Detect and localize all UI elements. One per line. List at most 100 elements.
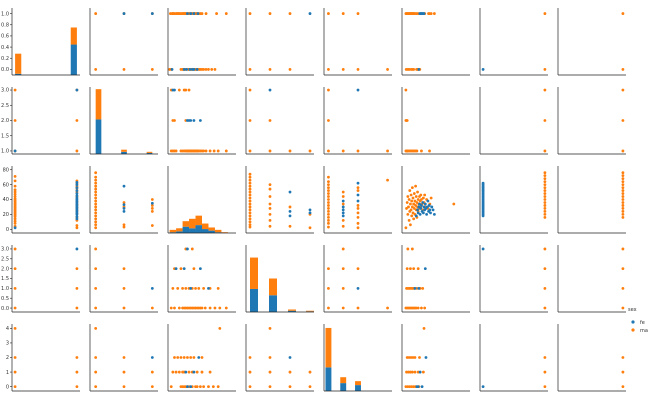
point-ma-18 xyxy=(341,218,345,222)
point-ma-6 xyxy=(407,218,411,222)
point-ma-14 xyxy=(248,184,252,188)
point-fe-20 xyxy=(75,180,79,184)
point-ma-2 xyxy=(288,68,292,71)
point-ma-2 xyxy=(248,220,252,224)
point-ma-4 xyxy=(621,204,625,207)
hist-bar-fe-1 xyxy=(121,151,127,154)
point-ma-10 xyxy=(621,186,625,189)
point-ma-27 xyxy=(194,286,197,290)
point-ma-26 xyxy=(150,204,154,207)
point-ma-19 xyxy=(415,286,419,290)
point-ma-5 xyxy=(94,211,98,215)
y-tick-label-3-0: 0.0 xyxy=(1,306,9,312)
point-ma-20 xyxy=(13,188,17,192)
point-ma-17 xyxy=(341,224,345,228)
hist-bar-ma-0 xyxy=(250,257,258,289)
point-ma-1 xyxy=(543,286,547,290)
point-ma-9 xyxy=(308,370,312,374)
point-ma-11 xyxy=(94,193,98,197)
point-ma-14 xyxy=(621,174,625,178)
point-fe-8 xyxy=(189,12,193,15)
point-ma-4 xyxy=(13,88,17,92)
panel-2-4 xyxy=(323,166,392,234)
point-fe-0 xyxy=(413,286,417,290)
point-ma-34 xyxy=(416,198,420,201)
point-ma-8 xyxy=(543,192,547,195)
hist-bar-ma-2 xyxy=(355,381,361,386)
y-tick-label-1-4: 3.0 xyxy=(1,88,9,94)
point-ma-1 xyxy=(543,12,547,15)
point-ma-36 xyxy=(208,149,212,153)
legend: sex fe ma xyxy=(628,307,648,334)
point-fe-1 xyxy=(288,210,292,213)
point-fe-4 xyxy=(424,356,428,359)
point-ma-1 xyxy=(327,221,330,225)
point-fe-2 xyxy=(288,214,292,218)
hist-bar-ma-1 xyxy=(121,149,127,152)
point-ma-5 xyxy=(122,370,126,374)
panel-0-2 xyxy=(167,8,236,76)
y-tick-label-4-0: 0 xyxy=(6,384,9,390)
hist-bar-fe-2 xyxy=(182,226,190,233)
point-ma-14 xyxy=(405,356,409,359)
point-fe-15 xyxy=(75,194,79,198)
legend-label-fe: fe xyxy=(640,320,645,326)
point-ma-29 xyxy=(356,186,360,189)
point-ma-26 xyxy=(356,207,360,210)
point-ma-19 xyxy=(122,225,126,229)
point-ma-25 xyxy=(268,187,272,191)
point-ma-22 xyxy=(356,226,360,230)
point-ma-23 xyxy=(356,221,360,225)
point-ma-36 xyxy=(190,247,194,251)
point-ma-25 xyxy=(416,267,420,271)
point-ma-17 xyxy=(208,306,212,310)
hist-bar-ma-6 xyxy=(208,227,215,231)
point-fe-0 xyxy=(356,286,360,290)
hist-bar-fe-1 xyxy=(176,231,183,233)
point-fe-0 xyxy=(268,88,272,92)
point-ma-2 xyxy=(408,385,412,389)
panel-0-6 xyxy=(479,8,548,76)
point-ma-31 xyxy=(432,12,436,15)
point-ma-2 xyxy=(13,356,17,359)
point-fe-9 xyxy=(421,201,425,204)
point-ma-1 xyxy=(248,223,252,227)
legend-marker-fe xyxy=(631,320,635,324)
point-ma-19 xyxy=(13,190,17,194)
point-ma-4 xyxy=(122,306,126,310)
point-ma-5 xyxy=(122,286,126,290)
point-ma-1 xyxy=(94,286,98,290)
point-ma-20 xyxy=(122,223,126,227)
point-ma-3 xyxy=(543,207,547,210)
point-ma-3 xyxy=(543,247,547,251)
hist-bar-fe-5 xyxy=(202,229,209,233)
point-ma-13 xyxy=(248,187,252,191)
point-ma-0 xyxy=(621,88,625,92)
point-fe-2 xyxy=(185,68,189,71)
point-ma-2 xyxy=(94,220,98,224)
panel-4-3 xyxy=(245,324,314,392)
point-ma-18 xyxy=(413,356,417,359)
point-ma-17 xyxy=(94,175,98,179)
point-ma-19 xyxy=(268,224,272,228)
point-fe-7 xyxy=(420,204,423,207)
point-ma-10 xyxy=(410,370,414,374)
point-fe-13 xyxy=(423,202,427,206)
point-ma-23 xyxy=(200,370,204,374)
point-ma-0 xyxy=(404,88,408,92)
point-ma-24 xyxy=(356,215,360,219)
point-ma-8 xyxy=(150,370,154,374)
point-ma-3 xyxy=(248,217,252,221)
point-fe-0 xyxy=(308,12,312,15)
point-ma-2 xyxy=(543,210,547,213)
point-ma-5 xyxy=(341,12,345,15)
panel-2-7 xyxy=(557,166,626,234)
point-ma-4 xyxy=(327,286,330,290)
point-ma-2 xyxy=(13,267,17,271)
point-fe-4 xyxy=(189,119,193,122)
point-ma-14 xyxy=(94,184,98,188)
point-ma-12 xyxy=(94,190,98,194)
point-ma-15 xyxy=(420,149,423,153)
point-ma-13 xyxy=(211,385,215,389)
point-ma-3 xyxy=(248,12,252,15)
